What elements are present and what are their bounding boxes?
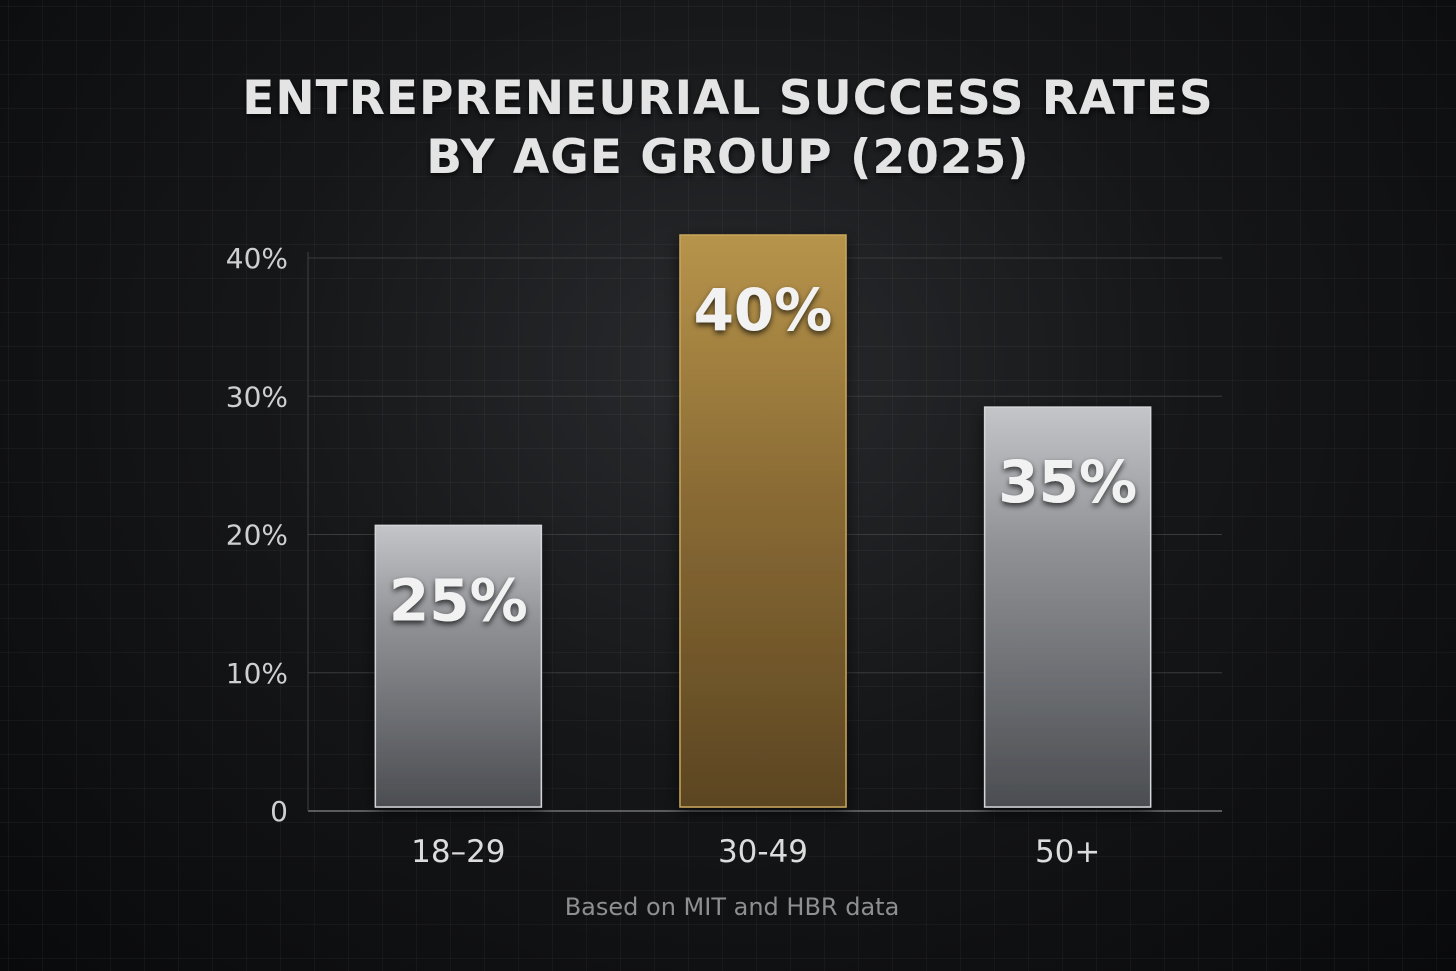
x-axis: 18–29 30-49 50+ — [411, 834, 1100, 870]
bar-30-49 — [679, 234, 847, 808]
x-tick-label: 30-49 — [718, 834, 808, 870]
data-label: 35% — [998, 448, 1137, 516]
y-tick-label: 30% — [226, 380, 288, 413]
y-tick-label: 40% — [226, 242, 288, 275]
y-axis: 0 10% 20% 30% 40% — [226, 242, 288, 828]
bar-50+ — [983, 406, 1152, 808]
x-tick-label: 18–29 — [411, 834, 505, 870]
bars: 25% 40% 35% — [374, 234, 1152, 808]
chart-title-line-2: BY AGE GROUP (2025) — [426, 130, 1030, 185]
x-tick-label: 50+ — [1035, 834, 1100, 870]
y-tick-label: 10% — [226, 657, 288, 690]
y-tick-label: 0 — [270, 795, 288, 828]
chart-title-line-1: ENTREPRENEURIAL SUCCESS RATES — [242, 71, 1214, 126]
bar-18–29 — [374, 524, 543, 808]
data-label: 40% — [694, 276, 833, 344]
chart-title: ENTREPRENEURIAL SUCCESS RATES BY AGE GRO… — [242, 71, 1214, 185]
data-label: 25% — [389, 566, 528, 634]
source-note: Based on MIT and HBR data — [565, 893, 900, 921]
y-tick-label: 20% — [226, 519, 288, 552]
